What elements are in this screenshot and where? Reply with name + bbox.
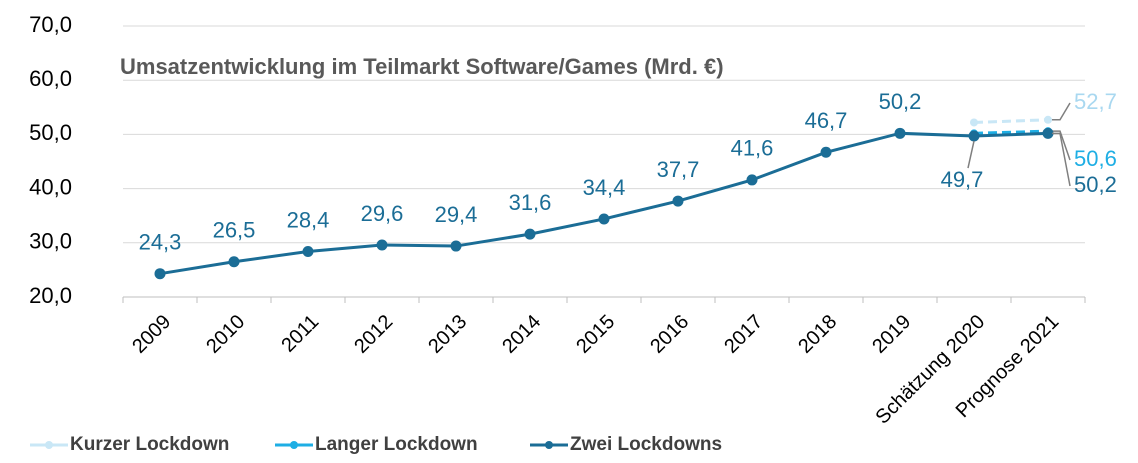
x-tick-label: 2016 — [646, 311, 693, 358]
data-label: 29,6 — [361, 201, 404, 226]
point-marker — [894, 127, 906, 139]
x-tick-label: 2013 — [424, 311, 471, 358]
point-marker — [1042, 127, 1054, 139]
x-tick-label: 2011 — [277, 311, 323, 357]
x-tick-label: 2012 — [350, 311, 397, 358]
x-tick-label: 2019 — [868, 311, 915, 358]
y-tick-label: 20,0 — [29, 283, 72, 308]
point-marker — [820, 146, 832, 158]
point-marker — [672, 195, 684, 207]
leader-line — [1052, 130, 1071, 161]
data-label: 28,4 — [287, 207, 330, 232]
data-label: 52,7 — [1074, 89, 1117, 114]
data-label: 34,4 — [583, 175, 626, 200]
y-tick-label: 30,0 — [29, 229, 72, 254]
series-line — [973, 118, 1049, 124]
data-label: 26,5 — [213, 218, 256, 243]
x-tick-label: 2014 — [498, 311, 545, 358]
leader-line — [1052, 102, 1071, 121]
point-marker — [1044, 115, 1052, 124]
data-label: 31,6 — [509, 190, 552, 215]
point-marker — [746, 174, 758, 186]
legend-label: Langer Lockdown — [315, 434, 478, 455]
point-marker — [524, 228, 536, 240]
y-tick-label: 60,0 — [29, 66, 72, 91]
legend-label: Kurzer Lockdown — [70, 434, 229, 455]
point-marker — [154, 268, 166, 280]
y-tick-label: 70,0 — [29, 12, 72, 37]
data-label: 49,7 — [941, 167, 984, 192]
point-marker — [968, 130, 980, 142]
data-label: 46,7 — [805, 108, 848, 133]
leader-line — [1052, 132, 1071, 187]
chart-title: Umsatzentwicklung im Teilmarkt Software/… — [120, 54, 724, 79]
x-tick-label: 2009 — [128, 311, 175, 358]
legend-marker — [45, 441, 53, 449]
data-label: 24,3 — [139, 230, 182, 255]
data-label: 50,2 — [879, 89, 922, 114]
data-label: 41,6 — [731, 136, 774, 161]
leader-line — [967, 140, 975, 169]
y-tick-label: 50,0 — [29, 120, 72, 145]
x-tick-label: 2015 — [572, 311, 619, 358]
data-label: 29,4 — [435, 202, 478, 227]
point-marker — [450, 240, 462, 252]
legend-marker — [290, 441, 298, 449]
series-line — [973, 129, 1049, 135]
x-tick-label: 2017 — [720, 311, 767, 358]
point-marker — [376, 239, 388, 251]
x-tick-label: 2010 — [202, 311, 249, 358]
data-label: 50,2 — [1074, 172, 1117, 197]
legend-marker — [545, 441, 553, 449]
legend-label: Zwei Lockdowns — [570, 434, 722, 455]
point-marker — [228, 256, 240, 268]
point-marker — [598, 213, 610, 225]
x-tick-label: 2018 — [794, 311, 841, 358]
series-line — [159, 131, 1049, 276]
point-marker — [302, 245, 314, 257]
data-label: 50,6 — [1074, 146, 1117, 171]
data-label: 37,7 — [657, 157, 700, 182]
y-tick-label: 40,0 — [29, 174, 72, 199]
point-marker — [970, 118, 978, 127]
